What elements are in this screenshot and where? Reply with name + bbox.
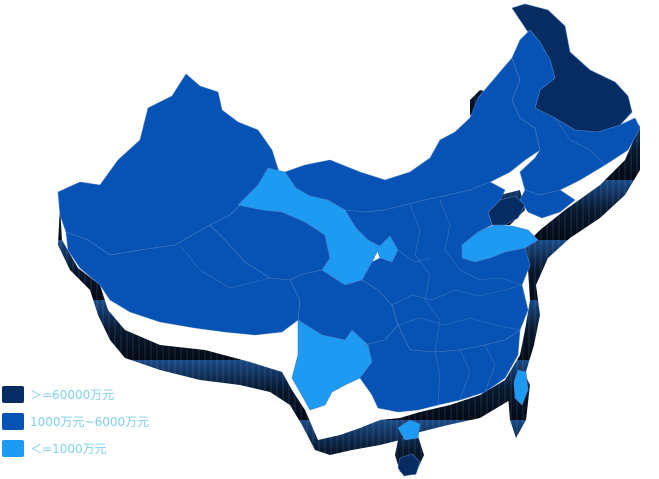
province-boundaries [179, 117, 606, 406]
legend-swatch-low [2, 439, 24, 457]
shadow-body [58, 125, 640, 455]
legend-label-mid: 1000万元~6000万元 [30, 414, 150, 429]
legend-label-high: ＞=60000万元 [30, 387, 115, 402]
legend-item-low[interactable]: ＜=1000万元 [2, 438, 182, 458]
region-taiwan[interactable] [513, 369, 529, 406]
region-guangdong-coast[interactable] [397, 419, 421, 441]
region-yunnan[interactable] [291, 319, 373, 411]
legend-item-high[interactable]: ＞=60000万元 [2, 384, 182, 404]
legend-swatch-mid [2, 412, 24, 430]
legend-item-mid[interactable]: 1000万元~6000万元 [2, 411, 182, 431]
map-legend: ＞=60000万元 1000万元~6000万元 ＜=1000万元 [2, 384, 182, 465]
legend-label-low: ＜=1000万元 [30, 441, 107, 456]
legend-swatch-high [2, 385, 24, 403]
provinces [57, 3, 641, 477]
region-jilin[interactable] [511, 29, 641, 196]
region-beijing-tianjin[interactable] [487, 195, 526, 226]
region-hainan[interactable] [397, 453, 421, 477]
region-south[interactable] [359, 324, 521, 413]
